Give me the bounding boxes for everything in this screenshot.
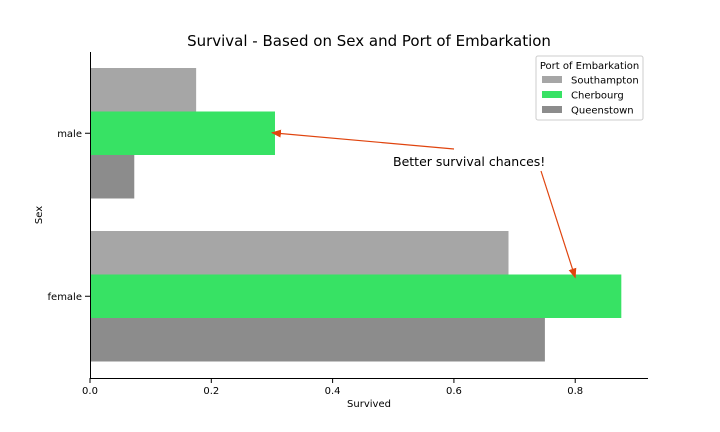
bar-male-southampton — [90, 68, 197, 112]
legend-label-queenstown: Queenstown — [571, 106, 634, 117]
y-axis-label: Sex — [34, 206, 45, 224]
y-ticks-group: male female — [48, 129, 90, 303]
x-tick-label: 0.0 — [82, 386, 98, 397]
x-ticks-group: 0.0 0.2 0.4 0.6 0.8 — [82, 378, 583, 397]
annotation-arrow-male — [270, 129, 455, 150]
legend-swatch-queenstown — [542, 106, 562, 113]
legend-label-southampton: Southampton — [571, 76, 639, 87]
annotation-group: Better survival chances! — [270, 129, 577, 279]
x-tick-label: 0.4 — [325, 386, 341, 397]
bar-male-cherbourg — [90, 111, 275, 155]
bar-female-southampton — [90, 231, 509, 275]
annotation-arrow-female — [540, 170, 577, 279]
legend-title: Port of Embarkation — [540, 61, 639, 72]
bar-female-queenstown — [90, 318, 545, 362]
y-tick-label-female: female — [48, 292, 82, 303]
x-tick-label: 0.8 — [567, 386, 583, 397]
x-axis-label: Survived — [347, 399, 391, 410]
bars-group — [90, 68, 622, 362]
legend-swatch-southampton — [542, 76, 562, 83]
legend: Port of Embarkation Southampton Cherbourg… — [535, 55, 644, 121]
y-tick-label-male: male — [57, 129, 82, 140]
bar-male-queenstown — [90, 155, 135, 199]
legend-frame — [535, 55, 644, 121]
x-tick-label: 0.6 — [446, 386, 462, 397]
bar-female-cherbourg — [90, 274, 622, 318]
legend-swatch-cherbourg — [542, 91, 562, 98]
annotation-text: Better survival chances! — [393, 154, 545, 169]
chart-title: Survival - Based on Sex and Port of Emba… — [187, 32, 551, 50]
x-tick-label: 0.2 — [203, 386, 219, 397]
legend-label-cherbourg: Cherbourg — [571, 91, 624, 102]
